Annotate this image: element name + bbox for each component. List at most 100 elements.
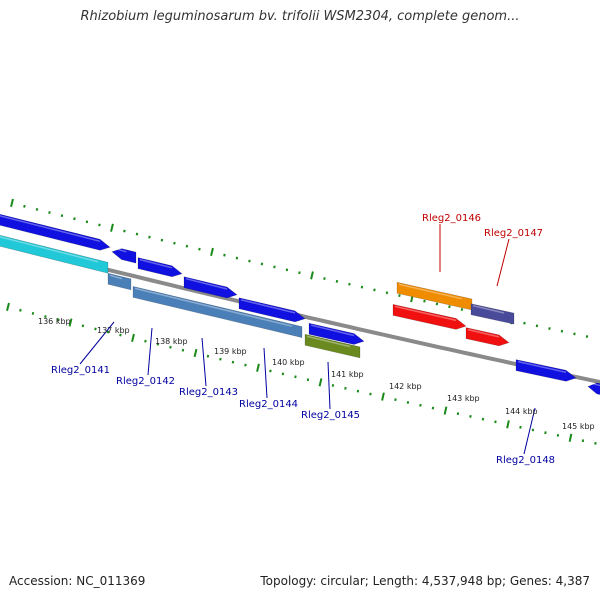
ruler-minor-tick: [123, 229, 126, 233]
ruler-label: 137 kbp: [97, 326, 130, 335]
gene-label: Rleg2_0148: [496, 455, 555, 466]
gene-arrow: [308, 322, 365, 345]
label-leader-line: [147, 327, 153, 376]
ruler-label: 141 kbp: [331, 370, 364, 379]
ruler-minor-tick: [106, 330, 110, 334]
ruler-minor-tick: [219, 357, 222, 361]
gene-block-slate-highlight: [472, 304, 505, 314]
ruler-label: 138 kbp: [155, 337, 188, 346]
ruler-minor-tick: [356, 389, 360, 393]
gene-label: Rleg2_0144: [239, 399, 298, 410]
ruler-major-tick: [131, 333, 135, 343]
ruler-major-tick: [310, 271, 314, 280]
ruler-minor-tick: [419, 403, 422, 407]
gene-arrow-red-shape: [392, 304, 467, 330]
ruler-minor-tick: [435, 302, 439, 306]
ruler-minor-tick: [360, 285, 364, 289]
gene-arrow-red-shape: [465, 327, 510, 347]
ruler-label: 144 kbp: [505, 407, 538, 416]
ruler-label: 140 kbp: [272, 358, 305, 367]
ruler-minor-tick: [573, 332, 576, 336]
ruler-minor-tick: [85, 220, 89, 224]
ruler-minor-tick: [173, 241, 176, 245]
ruler-major-tick: [568, 433, 573, 442]
gene-label: Rleg2_0145: [301, 410, 360, 421]
gene-arrow-highlight: [185, 277, 228, 290]
gene-block-steelblue-highlight: [109, 274, 123, 280]
ruler-minor-tick: [448, 305, 451, 309]
gene-arrow-shape: [308, 322, 365, 345]
ruler-minor-tick: [373, 288, 376, 292]
ruler-minor-tick: [423, 299, 426, 303]
ruler-minor-tick: [385, 291, 389, 295]
ruler-minor-tick: [519, 425, 522, 429]
label-leader-line: [496, 238, 510, 287]
ruler-minor-tick: [144, 339, 147, 343]
ruler-minor-tick: [298, 271, 301, 275]
ruler-minor-tick: [244, 363, 247, 367]
ruler-minor-tick: [44, 315, 47, 318]
gene-features: [0, 213, 600, 395]
gene-block-slate-shape: [470, 303, 515, 325]
ruler-minor-tick: [469, 414, 472, 418]
inner-ruler: [6, 302, 597, 445]
gene-arrow-red-highlight: [394, 305, 457, 322]
ruler-minor-tick: [19, 308, 22, 312]
gene-arrow: [183, 276, 238, 299]
gene-arrow: [0, 213, 111, 251]
gene-label: Rleg2_0142: [116, 376, 175, 387]
ruler-minor-tick: [160, 238, 164, 242]
ruler-minor-tick: [148, 235, 151, 239]
ruler-minor-tick: [581, 439, 585, 443]
ruler-minor-tick: [323, 277, 326, 280]
gene-arrow-red: [465, 327, 510, 347]
ruler-minor-tick: [394, 398, 397, 402]
ruler-label: 136 kbp: [38, 317, 71, 326]
label-leader-line: [263, 347, 268, 399]
ruler-minor-tick: [56, 318, 60, 322]
ruler-minor-tick: [156, 342, 160, 346]
gene-arrow-shape: [0, 213, 111, 251]
ruler-major-tick: [193, 348, 198, 358]
gene-arrow-highlight: [0, 215, 101, 243]
ruler-major-tick: [256, 363, 260, 372]
ruler-major-tick: [10, 198, 14, 208]
gene-arrow-shape: [515, 359, 577, 382]
gene-arrow-highlight: [310, 324, 355, 337]
ruler-label: 142 kbp: [389, 382, 422, 391]
ruler-minor-tick: [185, 244, 189, 248]
ruler-minor-tick: [460, 308, 464, 311]
gene-block-orange: [396, 281, 473, 311]
gene-arrow-red-highlight: [467, 328, 500, 338]
gene-arrow-red: [392, 304, 467, 330]
ruler-minor-tick: [523, 321, 526, 325]
ruler-minor-tick: [348, 282, 351, 286]
gene-arrow-shape: [238, 297, 306, 323]
gene-arrow: [111, 247, 137, 264]
label-leader-line: [327, 361, 331, 410]
ruler-minor-tick: [181, 348, 185, 352]
gene-arrow-highlight: [240, 299, 296, 314]
ruler-minor-tick: [481, 417, 485, 421]
gene-block-steelblue-shape: [132, 286, 303, 338]
ruler-minor-tick: [531, 428, 535, 432]
gene-block-steelblue: [132, 286, 303, 338]
ruler-minor-tick: [35, 207, 39, 211]
ruler-minor-tick: [369, 392, 372, 396]
ruler-major-tick: [506, 420, 510, 429]
ruler-minor-tick: [206, 354, 210, 358]
label-leader-line: [523, 407, 536, 455]
ruler-minor-tick: [544, 431, 547, 435]
gene-label: Rleg2_0147: [484, 228, 543, 239]
ruler-minor-tick: [548, 327, 551, 330]
ruler-minor-tick: [335, 279, 339, 283]
gene-block-olive: [304, 333, 361, 359]
ruler-minor-tick: [223, 253, 226, 257]
gene-arrow-highlight: [589, 382, 600, 387]
ruler-minor-tick: [269, 369, 272, 373]
ruler-minor-tick: [306, 378, 310, 382]
ruler-minor-tick: [135, 232, 139, 236]
ruler-major-tick: [318, 378, 323, 387]
